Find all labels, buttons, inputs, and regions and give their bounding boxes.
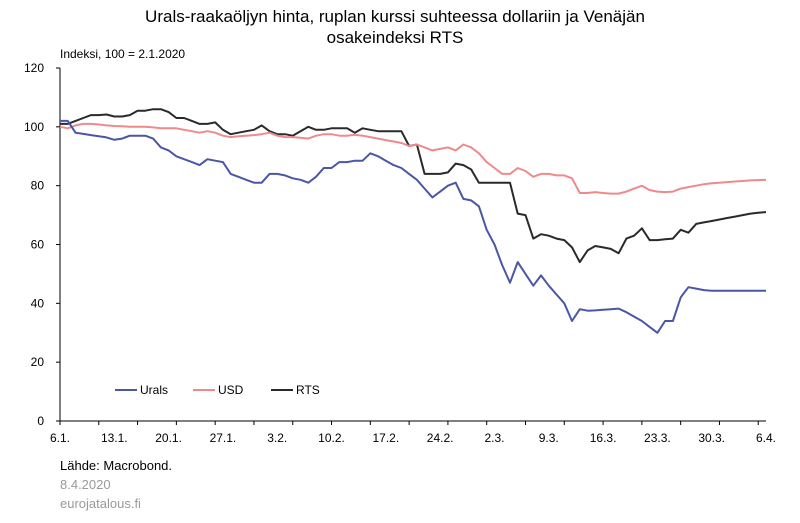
legend-label-urals: Urals [140,383,168,397]
legend-label-rts: RTS [296,383,320,397]
x-tick-label: 10.2. [318,431,345,445]
y-tick-label: 80 [31,179,45,193]
legend: Urals USD RTS [115,383,320,397]
x-tick-label: 13.1. [101,431,128,445]
x-axis: 6.1. 13.1. 20.1. 27.1. 3.2. 10.2. 17.2. 24.2. 2.… [50,420,776,445]
series-line-usd [59,122,767,195]
x-tick-label: 20.1. [155,431,182,445]
chart-title-line-1: Urals-raakaöljyn hinta, ruplan kurssi su… [145,7,645,26]
y-tick-label: 20 [31,355,45,369]
publication-date: 8.4.2020 [60,477,111,492]
series-line-rts [60,108,767,264]
x-tick-label: 3.2. [267,431,287,445]
x-tick-label: 6.1. [50,431,70,445]
x-tick-label: 9.3. [539,431,559,445]
y-tick-label: 40 [31,296,45,310]
x-tick-label: 24.2. [427,431,454,445]
site-name: eurojatalous.fi [60,496,141,511]
y-tick-label: 60 [31,238,45,252]
series-lines [59,108,767,334]
y-tick-label: 120 [24,61,44,75]
y-axis: 0 20 40 60 80 100 120 [24,61,61,428]
legend-label-usd: USD [218,383,244,397]
y-tick-label: 0 [37,414,44,428]
x-tick-label: 27.1. [210,431,237,445]
chart-title-line-2: osakeindeksi RTS [327,28,464,47]
y-axis-label: Indeksi, 100 = 2.1.2020 [60,47,185,61]
x-tick-label: 17.2. [372,431,399,445]
x-tick-label: 30.3. [698,431,725,445]
series-line-urals [60,119,766,334]
source-note: Lähde: Macrobond. [60,458,173,473]
x-tick-label: 16.3. [590,431,617,445]
x-tick-label: 6.4. [756,431,776,445]
y-tick-label: 100 [24,120,44,134]
x-tick-label: 2.3. [484,431,504,445]
x-tick-label: 23.3. [644,431,671,445]
